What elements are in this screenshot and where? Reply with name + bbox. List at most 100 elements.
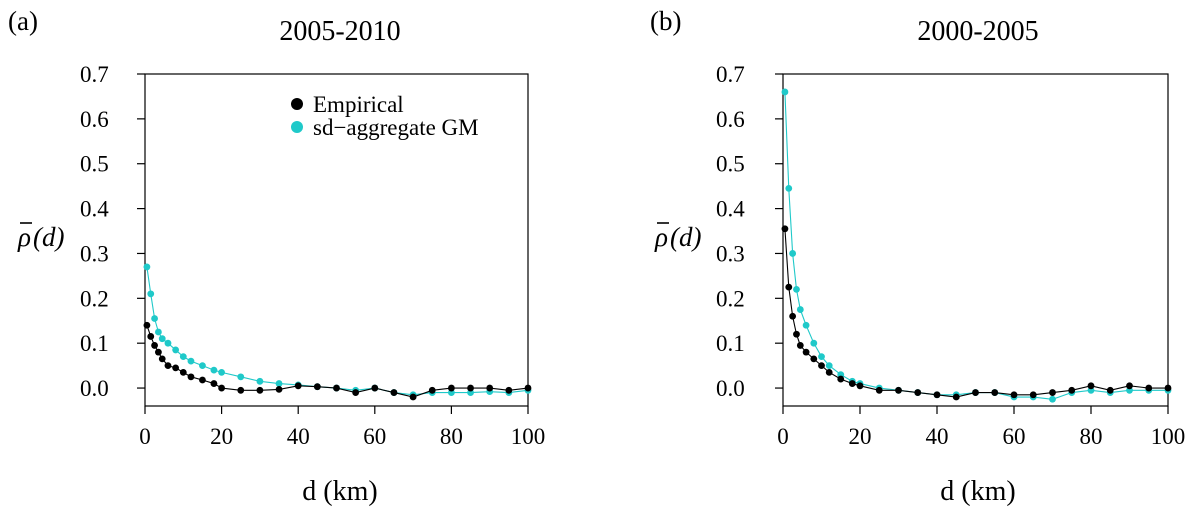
panel-b-point-model — [810, 339, 818, 347]
panel-a-point-model — [210, 366, 218, 374]
panel-a-point-model — [158, 335, 166, 343]
panel-b-point-empirical — [785, 283, 793, 291]
panel-a-plot-frame — [144, 73, 529, 407]
panel-b-series-empirical-line — [784, 228, 1168, 398]
panel-b-point-empirical — [1029, 391, 1037, 399]
legend-empirical-marker — [291, 98, 303, 110]
panel-a-point-empirical — [143, 321, 151, 329]
legend-empirical-label: Empirical — [313, 92, 404, 117]
panel-a-title: 2005-2010 — [279, 16, 400, 47]
panel-b-point-empirical — [1106, 386, 1114, 394]
legend-model-label: sd−aggregate GM — [313, 115, 479, 140]
panel-a-y-tick-label: 0.3 — [80, 241, 109, 266]
panel-b-point-empirical — [895, 386, 902, 394]
panel-a-point-empirical — [164, 362, 172, 370]
panel-a-point-model — [155, 328, 162, 336]
panel-a-series-model-line — [146, 266, 529, 396]
panel-a-point-empirical — [486, 384, 494, 392]
panel-a-point-empirical — [218, 384, 226, 392]
panel-a-point-empirical — [172, 364, 180, 372]
panel-b-point-empirical — [810, 355, 818, 363]
panel-a-y-tick-label: 0.5 — [80, 152, 109, 177]
panel-b-point-empirical — [1164, 384, 1172, 392]
panel-b-point-empirical — [856, 382, 864, 390]
panel-b-x-tick-label: 100 — [1151, 424, 1186, 449]
panel-a-ylabel-arg: (d) — [33, 222, 64, 252]
panel-a-point-model — [151, 315, 158, 322]
panel-b-point-empirical — [972, 389, 979, 396]
panel-a-point-empirical — [313, 383, 321, 391]
panel-b-point-empirical — [789, 312, 797, 320]
panel-b-x-tick-label: 20 — [849, 424, 872, 449]
panel-a-point-empirical — [448, 384, 455, 392]
panel-b-point-model — [781, 88, 789, 96]
panel-b-point-empirical — [933, 391, 941, 399]
panel-a-point-empirical — [187, 373, 195, 381]
panel-b-y-tick-label: 0.3 — [716, 241, 745, 266]
panel-a-ylabel-rho: ρ — [17, 222, 31, 252]
panel-a-point-model — [187, 357, 195, 365]
panel-a-point-model — [218, 368, 226, 376]
panel-b-point-empirical — [952, 393, 960, 401]
panel-a-point-model — [237, 373, 245, 381]
panel-b-point-empirical — [875, 386, 883, 394]
panel-a-x-tick-label: 20 — [210, 424, 233, 449]
panel-a-point-model — [275, 380, 283, 387]
panel-a-point-empirical — [199, 376, 206, 384]
panel-b-point-model — [793, 285, 800, 293]
panel-b-point-empirical — [991, 389, 999, 396]
panel-b-point-model — [1049, 395, 1056, 403]
panel-a-point-empirical — [237, 386, 245, 394]
panel-a-y-tick-label: 0.6 — [80, 107, 109, 132]
legend: Empirical sd−aggregate GM — [291, 92, 479, 140]
panel-b-xlabel: d (km) — [940, 476, 1015, 507]
panel-b-point-empirical — [825, 368, 833, 376]
panel-a-point-model — [172, 346, 180, 354]
panel-b-plot-frame — [782, 73, 1169, 407]
panel-b-point-empirical — [796, 342, 804, 349]
panel-a-x-tick-label: 80 — [440, 424, 463, 449]
panel-b-point-empirical — [818, 362, 825, 370]
panel-a-point-model — [256, 377, 264, 385]
panel-a-point-empirical — [158, 355, 166, 363]
panel-b-point-empirical — [793, 330, 800, 338]
panel-b-title: 2000-2005 — [917, 16, 1038, 47]
panel-a-point-empirical — [275, 386, 283, 393]
panel-a-point-empirical — [179, 368, 187, 376]
panel-a-point-empirical — [333, 384, 340, 392]
panel-b-point-model — [825, 362, 833, 370]
panel-b-y-tick-label: 0.2 — [716, 286, 745, 311]
panel-b-point-empirical — [1049, 389, 1056, 396]
panel-a-series-empirical-line — [146, 325, 529, 398]
panel-a-point-empirical — [409, 393, 417, 401]
panel-b-ylabel-arg: (d) — [670, 222, 701, 252]
panel-b-point-model — [818, 353, 825, 361]
panel-b-y-tick-label: 0.1 — [716, 331, 745, 356]
panel-a-point-empirical — [524, 384, 532, 392]
panel-a-xlabel-text: d (km) — [302, 476, 377, 507]
panel-a-label: (a) — [8, 6, 38, 36]
panel-b-point-empirical — [837, 375, 845, 383]
panel-b-point-empirical — [914, 389, 922, 396]
panel-b-x-tick-label: 60 — [1003, 424, 1026, 449]
panel-a-point-model — [147, 290, 155, 298]
panel-a-point-empirical — [428, 386, 436, 394]
panel-b-x-tick-label: 40 — [926, 424, 949, 449]
panel-a-x-tick-label: 100 — [511, 424, 546, 449]
panel-b-y-tick-label: 0.4 — [716, 197, 745, 222]
panel-a-point-empirical — [390, 389, 398, 396]
panel-a-x-tick-label: 40 — [287, 424, 310, 449]
panel-a-point-empirical — [210, 380, 218, 387]
panel-a-point-empirical — [371, 384, 379, 392]
panel-b-point-model — [796, 306, 804, 313]
panel-b-xlabel-text: d (km) — [940, 476, 1015, 507]
panel-a-x-tick-label: 0 — [139, 424, 151, 449]
panel-b-y-tick-label: 0.6 — [716, 107, 745, 132]
panel-a-point-empirical — [352, 389, 360, 396]
panel-b-ylabel-rho: ρ — [654, 222, 668, 252]
panel-b-point-empirical — [781, 225, 789, 233]
panel-b-point-empirical — [1068, 386, 1076, 394]
panel-a-point-model — [179, 353, 187, 361]
panel-b-series-model-line — [784, 91, 1168, 400]
panel-b-point-empirical — [1126, 382, 1133, 390]
